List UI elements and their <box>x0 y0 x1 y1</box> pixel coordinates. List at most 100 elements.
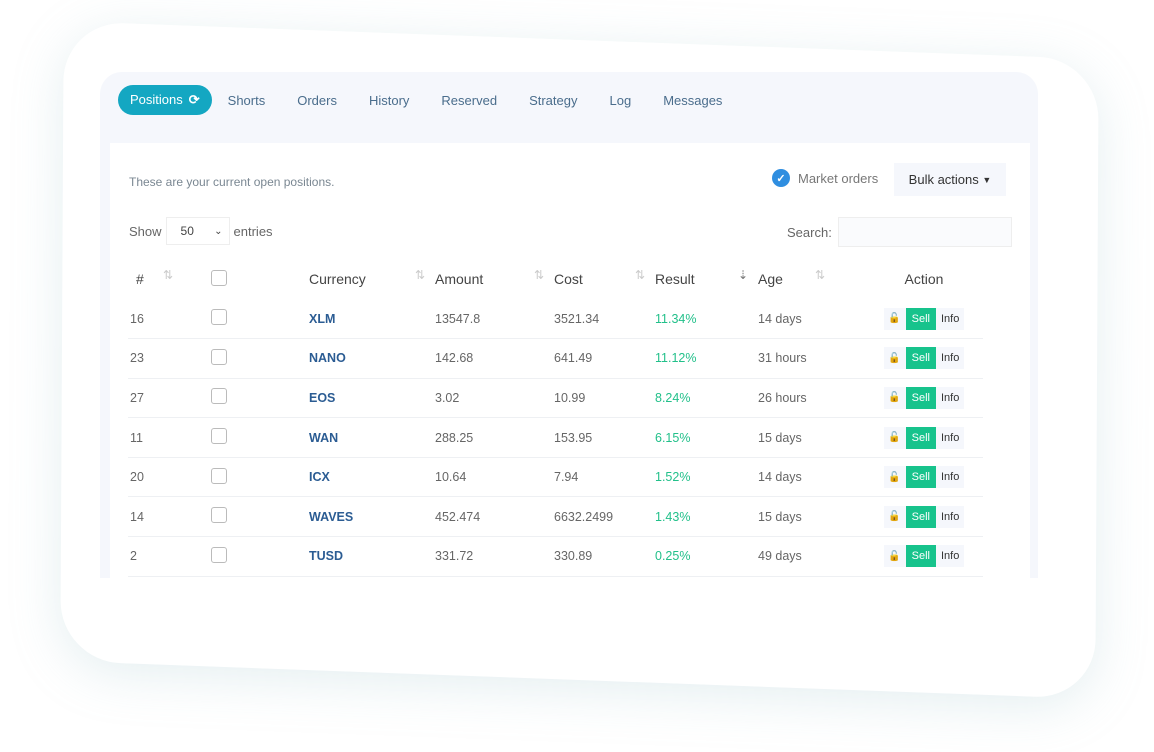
cell-action: 🔓 Sell Info <box>865 417 983 458</box>
row-checkbox[interactable] <box>211 309 227 326</box>
tab-positions[interactable]: Positions ⟳ <box>118 85 212 115</box>
info-button[interactable]: Info <box>935 386 965 409</box>
table-row: 20 ICX 10.64 7.94 1.52% 14 days 🔓 Sell Inf… <box>128 457 983 498</box>
search-input[interactable] <box>837 217 1012 247</box>
unlock-icon[interactable]: 🔓 <box>883 426 906 449</box>
cell-result: 1.43% <box>655 496 758 538</box>
sell-button[interactable]: Sell <box>905 347 936 370</box>
cell-select <box>203 417 309 458</box>
search-label: Search: <box>787 224 832 240</box>
cell-select <box>203 338 309 379</box>
table-row: 14 WAVES 452.474 6632.2499 1.43% 15 days… <box>128 496 983 538</box>
info-button[interactable]: Info <box>935 505 965 528</box>
col-id[interactable]: # ⇅ <box>128 259 203 299</box>
cell-amount: 452.474 <box>435 496 554 538</box>
tab-reserved[interactable]: Reserved <box>441 92 498 108</box>
sell-button[interactable]: Sell <box>905 466 936 489</box>
search-control: Search: <box>787 217 1012 247</box>
info-button[interactable]: Info <box>935 426 965 449</box>
row-checkbox[interactable] <box>211 428 227 445</box>
unlock-icon[interactable]: 🔓 <box>883 466 906 489</box>
tab-bar: Positions ⟳ Shorts Orders History Reserve… <box>118 85 738 115</box>
unlock-icon[interactable]: 🔓 <box>883 307 906 330</box>
row-checkbox[interactable] <box>211 546 227 563</box>
cell-currency[interactable]: EOS <box>309 378 435 419</box>
cell-amount: 13547.8 <box>435 299 554 340</box>
col-select <box>203 259 309 299</box>
cell-currency[interactable]: XLM <box>309 299 435 340</box>
info-button[interactable]: Info <box>935 466 965 489</box>
select-all-checkbox[interactable] <box>211 269 227 286</box>
table-row: 11 WAN 288.25 153.95 6.15% 15 days 🔓 Sell… <box>128 417 983 458</box>
tab-messages[interactable]: Messages <box>663 92 723 108</box>
col-amount[interactable]: Amount ⇅ <box>435 259 554 299</box>
cell-id: 27 <box>128 378 203 419</box>
cell-currency[interactable]: ICX <box>309 457 435 498</box>
cell-action: 🔓 Sell Info <box>865 536 983 577</box>
sort-icon[interactable]: ⇅ <box>814 268 825 282</box>
unlock-icon[interactable]: 🔓 <box>883 386 906 409</box>
cell-currency[interactable]: WAVES <box>309 496 435 538</box>
row-checkbox[interactable] <box>211 348 227 365</box>
bulk-actions-label: Bulk actions <box>908 172 979 187</box>
cell-cost: 3521.34 <box>554 299 655 340</box>
cell-age: 26 hours <box>758 378 865 419</box>
refresh-icon[interactable]: ⟳ <box>188 92 200 107</box>
sell-button[interactable]: Sell <box>905 426 936 449</box>
cell-age: 49 days <box>758 536 865 577</box>
cell-select <box>203 457 309 498</box>
unlock-icon[interactable]: 🔓 <box>883 347 906 370</box>
cell-cost: 10.99 <box>554 378 655 419</box>
col-action: Action <box>865 259 983 299</box>
positions-table: # ⇅ Currency ⇅ Amount ⇅ Cost ⇅ Result ⇣ Age ⇅ … <box>128 259 983 577</box>
row-checkbox[interactable] <box>211 467 227 484</box>
sell-button[interactable]: Sell <box>905 386 936 409</box>
sort-icon[interactable]: ⇅ <box>162 268 173 282</box>
unlock-icon[interactable]: 🔓 <box>883 545 906 568</box>
cell-currency[interactable]: WAN <box>309 417 435 458</box>
col-result[interactable]: Result ⇣ <box>655 259 758 299</box>
info-button[interactable]: Info <box>935 545 965 568</box>
market-orders-toggle[interactable]: ✓ Market orders <box>772 169 878 187</box>
cell-select <box>203 378 309 419</box>
cell-currency[interactable]: NANO <box>309 338 435 379</box>
positions-panel: Positions ⟳ Shorts Orders History Reserve… <box>100 72 1038 578</box>
cell-amount: 3.02 <box>435 378 554 419</box>
cell-result: 6.15% <box>655 417 758 458</box>
sell-button[interactable]: Sell <box>905 545 936 568</box>
cell-id: 16 <box>128 299 203 340</box>
cell-amount: 10.64 <box>435 457 554 498</box>
cell-id: 20 <box>128 457 203 498</box>
sell-button[interactable]: Sell <box>905 505 936 528</box>
sort-desc-icon[interactable]: ⇣ <box>737 268 748 282</box>
tab-history[interactable]: History <box>368 92 410 108</box>
col-cost[interactable]: Cost ⇅ <box>554 259 655 299</box>
row-checkbox[interactable] <box>211 507 227 524</box>
tab-strategy[interactable]: Strategy <box>529 92 578 108</box>
unlock-icon[interactable]: 🔓 <box>883 505 906 528</box>
sort-icon[interactable]: ⇅ <box>533 268 544 282</box>
sort-icon[interactable]: ⇅ <box>634 268 645 282</box>
tab-shorts[interactable]: Shorts <box>227 92 266 108</box>
bulk-actions-button[interactable]: Bulk actions ▼ <box>894 163 1006 196</box>
cell-cost: 641.49 <box>554 338 655 379</box>
info-button[interactable]: Info <box>935 347 965 370</box>
entries-select[interactable]: 50 ⌄ <box>165 217 230 245</box>
cell-amount: 288.25 <box>435 417 554 458</box>
cell-action: 🔓 Sell Info <box>865 496 983 538</box>
info-button[interactable]: Info <box>935 307 965 330</box>
cell-currency[interactable]: TUSD <box>309 536 435 577</box>
tab-orders[interactable]: Orders <box>297 92 337 108</box>
check-circle-icon[interactable]: ✓ <box>772 169 790 187</box>
sell-button[interactable]: Sell <box>905 307 936 330</box>
chevron-down-icon: ⌄ <box>214 225 223 237</box>
cell-action: 🔓 Sell Info <box>865 378 983 419</box>
cell-cost: 7.94 <box>554 457 655 498</box>
col-age[interactable]: Age ⇅ <box>758 259 865 299</box>
col-currency[interactable]: Currency ⇅ <box>309 259 435 299</box>
tab-log[interactable]: Log <box>609 92 632 108</box>
row-checkbox[interactable] <box>211 388 227 405</box>
sort-icon[interactable]: ⇅ <box>414 268 425 282</box>
cell-age: 14 days <box>758 457 865 498</box>
cell-action: 🔓 Sell Info <box>865 338 983 379</box>
